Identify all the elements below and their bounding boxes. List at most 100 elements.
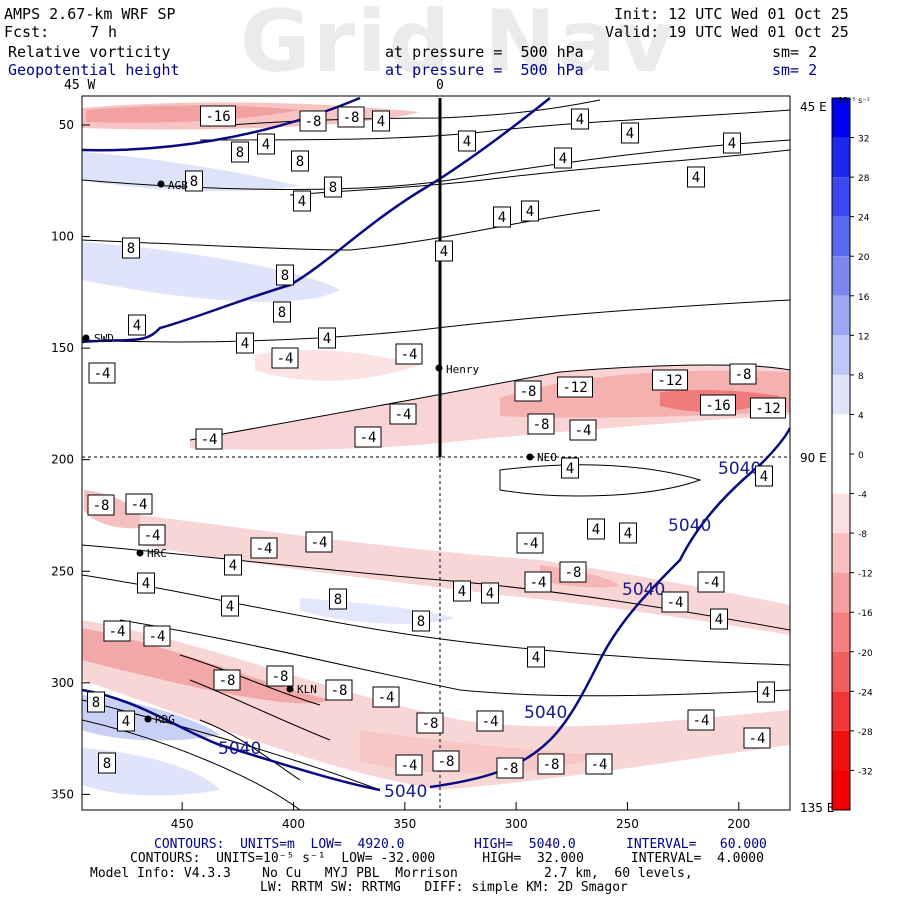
svg-text:4: 4 (458, 584, 466, 600)
vorticity-label: -12 (652, 369, 688, 391)
vorticity-label: 4 (128, 314, 146, 336)
colorbar-label: -16 (858, 609, 873, 619)
vorticity-label: 4 (521, 200, 539, 222)
vorticity-label: 4 (687, 166, 705, 188)
vorticity-label: 4 (435, 240, 453, 262)
svg-text:4: 4 (576, 112, 584, 128)
vorticity-label: 4 (571, 108, 589, 130)
vorticity-label: 8 (87, 691, 105, 713)
station-label: NEO (537, 451, 557, 464)
svg-text:-16: -16 (705, 398, 730, 414)
x-tick-label: 200 (727, 817, 750, 831)
vorticity-label: 4 (117, 710, 135, 732)
height-label: 5040 (668, 516, 711, 536)
colorbar-swatch (832, 770, 850, 810)
x-tick-label: 300 (505, 817, 528, 831)
svg-text:-12: -12 (562, 380, 587, 396)
vorticity-label: 4 (458, 130, 476, 152)
height-label: 5040 (622, 580, 665, 600)
lon-label-center: 0 (436, 78, 444, 93)
svg-text:-4: -4 (131, 497, 148, 513)
station-label: KLN (297, 683, 317, 696)
svg-text:4: 4 (762, 685, 770, 701)
svg-text:8: 8 (278, 305, 286, 321)
y-tick-label: 150 (51, 341, 74, 355)
vorticity-label: 4 (493, 206, 511, 228)
colorbar-swatch (832, 137, 850, 178)
svg-text:-8: -8 (565, 565, 582, 581)
svg-text:-12: -12 (657, 373, 682, 389)
svg-text:-4: -4 (693, 713, 710, 729)
svg-text:-8: -8 (305, 114, 322, 130)
vorticity-label: 8 (276, 264, 294, 286)
vorticity-label: 8 (185, 170, 203, 192)
vorticity-label: -4 (250, 537, 278, 559)
colorbar-label: 24 (858, 214, 870, 224)
vorticity-label: 8 (329, 588, 347, 610)
svg-text:-4: -4 (482, 714, 499, 730)
station-marker (136, 549, 144, 557)
vorticity-label: 4 (710, 608, 728, 630)
colorbar-label: 32 (858, 135, 869, 145)
colorbar-swatch (832, 414, 850, 454)
vorticity-label: -4 (354, 426, 382, 448)
geopotential-contours (82, 96, 790, 792)
svg-text:-8: -8 (219, 673, 236, 689)
svg-text:4: 4 (526, 204, 534, 220)
init-time: Init: 12 UTC Wed 01 Oct 25 (614, 5, 849, 23)
svg-text:-4: -4 (401, 758, 418, 774)
svg-text:4: 4 (377, 114, 385, 130)
vorticity-label: -4 (103, 620, 131, 642)
vorticity-label: 4 (453, 580, 471, 602)
svg-text:-8: -8 (438, 754, 455, 770)
model-title: AMPS 2.67-km WRF SP (4, 5, 176, 23)
forecast-value: 7 h (90, 23, 118, 41)
svg-text:-8: -8 (343, 110, 360, 126)
vorticity-label: 4 (723, 132, 741, 154)
svg-text:-8: -8 (272, 669, 289, 685)
vorticity-label: 8 (412, 610, 430, 632)
footer-vorticity-contours: CONTOURS: UNITS=10⁻⁵ s⁻¹ LOW= -32.000 HI… (130, 851, 764, 866)
watermark: Grid Nav (240, 0, 677, 92)
station-marker (435, 364, 443, 372)
vorticity-label: -4 (395, 343, 423, 365)
colorbar-label: -4 (858, 491, 867, 501)
vorticity-label: -8 (514, 380, 542, 402)
svg-text:-4: -4 (256, 541, 273, 557)
footer-physics: LW: RRTM SW: RRTMG DIFF: simple KM: 2D S… (260, 880, 628, 895)
svg-text:4: 4 (262, 137, 270, 153)
vorticity-label: 8 (98, 752, 116, 774)
svg-text:4: 4 (229, 558, 237, 574)
svg-text:-4: -4 (703, 575, 720, 591)
field-vorticity: Relative vorticity (8, 43, 171, 61)
vorticity-label: 8 (324, 176, 342, 198)
vorticity-label: -8 (266, 665, 294, 687)
vorticity-label: 4 (481, 582, 499, 604)
station-label: Henry (446, 363, 479, 376)
lon-label-right-mid: 90 E (800, 451, 827, 465)
vorticity-label: 4 (137, 572, 155, 594)
x-tick-label: 400 (282, 817, 305, 831)
colorbar-label: 16 (858, 293, 870, 303)
station-label: HRC (147, 547, 167, 560)
colorbar-label: 4 (858, 411, 864, 421)
station-marker (286, 685, 294, 693)
vorticity-label: 4 (257, 133, 275, 155)
vorticity-label: -4 (138, 524, 166, 546)
svg-text:4: 4 (486, 586, 494, 602)
svg-text:8: 8 (296, 154, 304, 170)
y-tick-label: 50 (59, 118, 74, 132)
svg-text:-4: -4 (94, 366, 111, 382)
vorticity-label: 4 (221, 595, 239, 617)
svg-text:8: 8 (103, 756, 111, 772)
colorbar-swatch (832, 216, 850, 257)
svg-text:4: 4 (498, 210, 506, 226)
vorticity-label: -4 (143, 625, 171, 647)
colorbar-label: 28 (858, 174, 870, 184)
vorticity-label: 8 (291, 150, 309, 172)
vorticity-label: -4 (524, 571, 552, 593)
vorticity-label: -4 (585, 753, 613, 775)
svg-text:-16: -16 (205, 109, 230, 125)
svg-text:-4: -4 (109, 624, 126, 640)
